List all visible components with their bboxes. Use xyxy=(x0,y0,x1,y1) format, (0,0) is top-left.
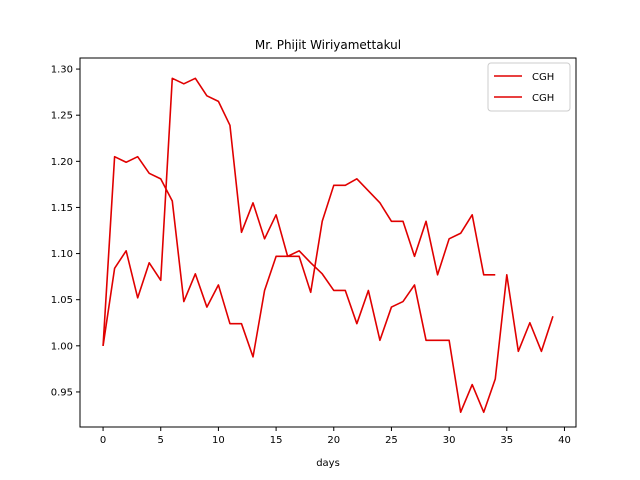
series-layer xyxy=(102,77,554,414)
y-tick-label: 1.20 xyxy=(51,157,73,168)
legend: CGH CGH xyxy=(487,62,571,112)
y-axis: 0.95 1.00 1.05 1.10 1.15 1.20 1.25 1.30 xyxy=(51,65,80,398)
legend-label-series-1: CGH xyxy=(532,72,554,83)
x-tick-label: 35 xyxy=(500,435,513,446)
y-tick-label: 1.00 xyxy=(51,341,73,352)
x-axis: 0 5 10 15 20 25 30 35 40 xyxy=(100,427,571,446)
plot-area-frame xyxy=(79,57,577,428)
y-tick-label: 1.25 xyxy=(51,111,73,122)
y-tick-label: 1.05 xyxy=(51,295,73,306)
x-tick-label: 30 xyxy=(443,435,456,446)
legend-box xyxy=(487,62,571,112)
y-tick-label: 1.30 xyxy=(51,65,73,76)
y-tick-label: 1.15 xyxy=(51,203,73,214)
chart-title: Mr. Phijit Wiriyamettakul xyxy=(255,38,401,52)
y-tick-label: 0.95 xyxy=(51,387,73,398)
x-tick-label: 40 xyxy=(558,435,571,446)
x-tick-label: 0 xyxy=(100,435,106,446)
series-line-2 xyxy=(102,155,554,414)
legend-label-series-2: CGH xyxy=(532,93,554,104)
x-tick-label: 10 xyxy=(212,435,225,446)
x-axis-label: days xyxy=(316,458,340,469)
x-tick-label: 5 xyxy=(158,435,164,446)
y-tick-label: 1.10 xyxy=(51,249,73,260)
x-tick-label: 15 xyxy=(270,435,283,446)
x-tick-label: 25 xyxy=(385,435,398,446)
series-line-1 xyxy=(102,77,496,346)
x-tick-label: 20 xyxy=(327,435,340,446)
